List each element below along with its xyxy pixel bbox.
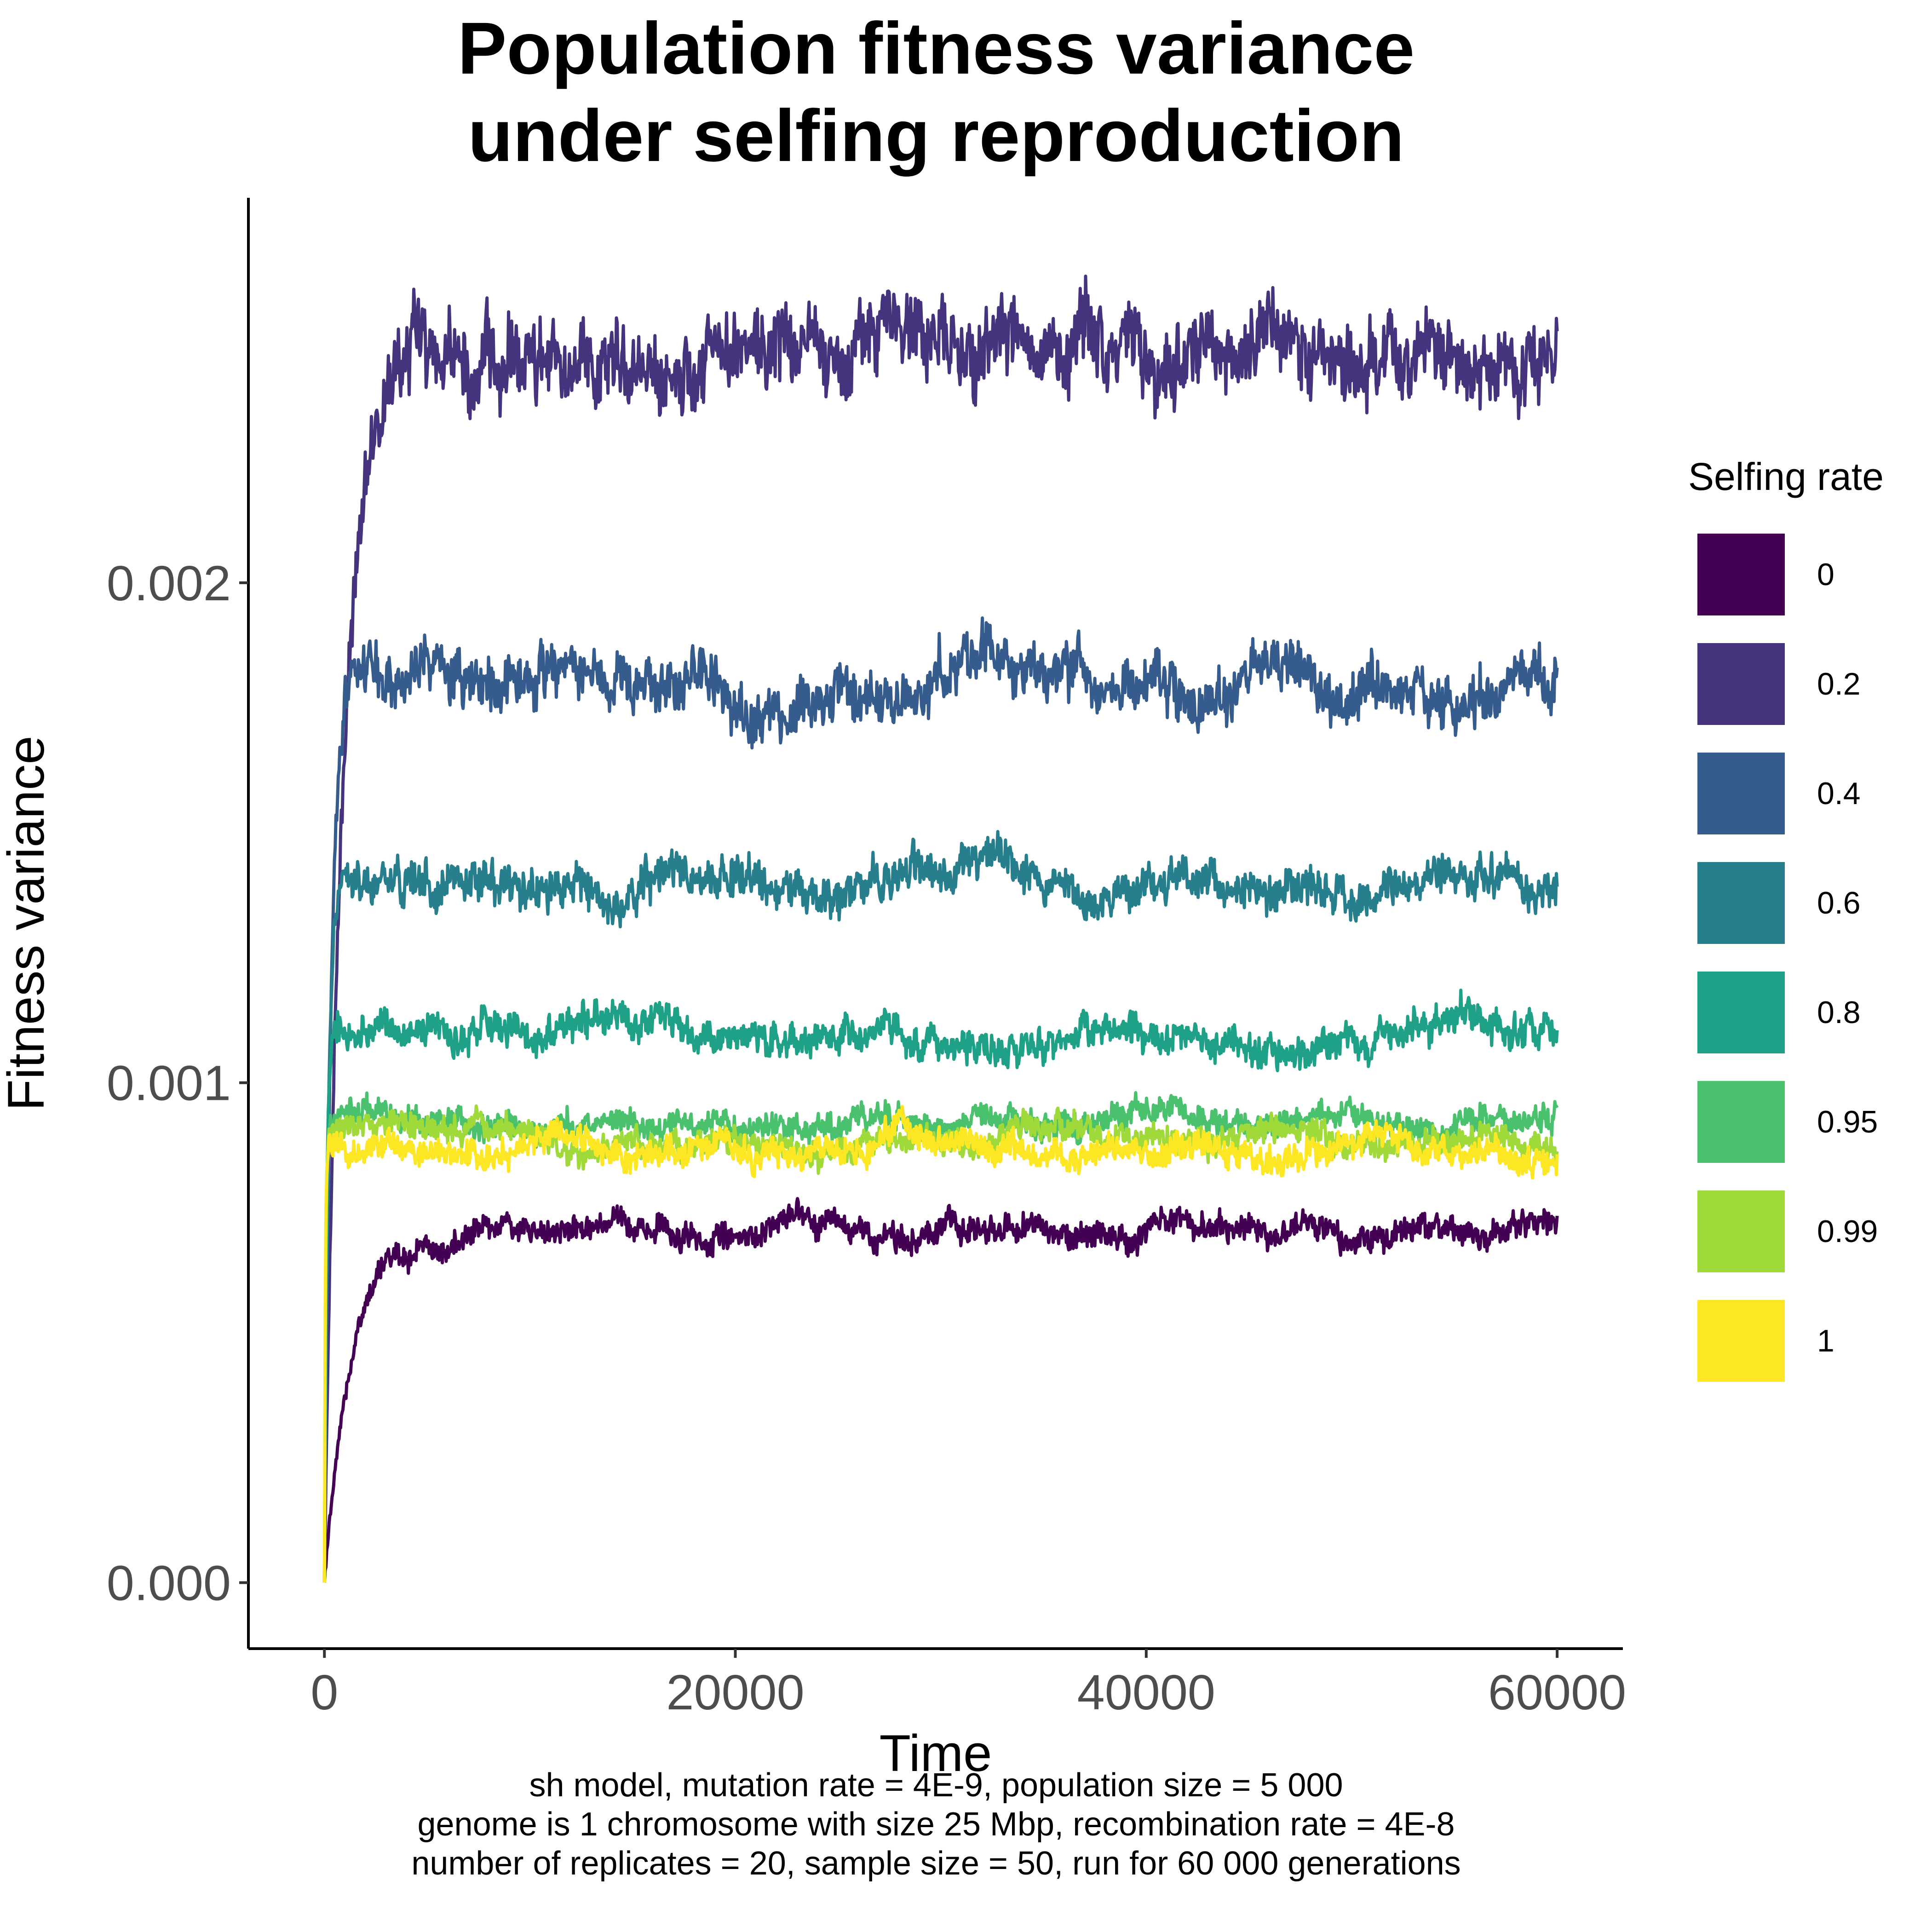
legend-swatch bbox=[1697, 972, 1785, 1053]
legend-item: 0 bbox=[1697, 534, 1834, 615]
caption-line-2: genome is 1 chromosome with size 25 Mbp,… bbox=[417, 1806, 1455, 1843]
legend-swatch bbox=[1697, 1190, 1785, 1272]
legend-label: 0 bbox=[1817, 557, 1834, 592]
legend-item: 0.99 bbox=[1697, 1190, 1878, 1272]
caption: sh model, mutation rate = 4E-9, populati… bbox=[411, 1767, 1460, 1882]
chart-title-line-1: Population fitness variance bbox=[458, 7, 1415, 89]
y-axis-ticks: 0.000 0.001 0.002 bbox=[107, 555, 248, 1611]
chart-title: Population fitness variance under selfin… bbox=[458, 7, 1415, 177]
legend-item: 0.6 bbox=[1697, 862, 1861, 944]
legend-label: 0.8 bbox=[1817, 995, 1861, 1030]
series-line-1 bbox=[322, 1105, 1559, 1583]
legend: Selfing rate 0 0.2 0.4 0.6 0.8 0.95 0.99 1 bbox=[1688, 455, 1884, 1382]
legend-item: 0.8 bbox=[1697, 972, 1861, 1053]
legend-item: 0.2 bbox=[1697, 643, 1861, 725]
legend-label: 0.2 bbox=[1817, 667, 1861, 702]
legend-label: 0.95 bbox=[1817, 1104, 1878, 1139]
x-tick-label: 0 bbox=[310, 1664, 338, 1720]
series-layer bbox=[322, 274, 1559, 1583]
legend-swatch bbox=[1697, 1081, 1785, 1163]
series-line-0-8 bbox=[322, 989, 1559, 1583]
series-line-0-2 bbox=[322, 274, 1559, 1583]
caption-line-3: number of replicates = 20, sample size =… bbox=[411, 1845, 1460, 1882]
y-axis-title: Fitness variance bbox=[0, 736, 55, 1110]
x-axis-title: Time bbox=[880, 1725, 992, 1782]
y-tick-label: 0.002 bbox=[107, 555, 231, 611]
x-tick-label: 40000 bbox=[1077, 1664, 1215, 1720]
legend-swatch bbox=[1697, 753, 1785, 834]
series-line-0-6 bbox=[322, 830, 1559, 1583]
legend-label: 0.4 bbox=[1817, 776, 1861, 811]
legend-swatch bbox=[1697, 1300, 1785, 1382]
x-tick-label: 60000 bbox=[1488, 1664, 1626, 1720]
caption-line-1: sh model, mutation rate = 4E-9, populati… bbox=[529, 1767, 1343, 1804]
legend-label: 1 bbox=[1817, 1323, 1834, 1358]
legend-items: 0 0.2 0.4 0.6 0.8 0.95 0.99 1 bbox=[1697, 534, 1878, 1382]
legend-swatch bbox=[1697, 534, 1785, 615]
x-tick-label: 20000 bbox=[666, 1664, 804, 1720]
legend-item: 0.4 bbox=[1697, 753, 1861, 834]
legend-swatch bbox=[1697, 643, 1785, 725]
legend-swatch bbox=[1697, 862, 1785, 944]
legend-title: Selfing rate bbox=[1688, 455, 1884, 498]
series-line-0-4 bbox=[322, 616, 1559, 1583]
y-tick-label: 0.001 bbox=[107, 1055, 231, 1111]
legend-item: 0.95 bbox=[1697, 1081, 1878, 1163]
x-axis-ticks: 0 20000 40000 60000 bbox=[310, 1649, 1626, 1720]
series-line-0 bbox=[322, 1197, 1559, 1583]
y-tick-label: 0.000 bbox=[107, 1555, 231, 1611]
legend-label: 0.6 bbox=[1817, 886, 1861, 920]
legend-item: 1 bbox=[1697, 1300, 1834, 1382]
plot-area: 0 20000 40000 60000 0.000 0.001 0.002 bbox=[107, 198, 1626, 1720]
legend-label: 0.99 bbox=[1817, 1214, 1878, 1249]
chart-title-line-2: under selfing reproduction bbox=[468, 94, 1404, 177]
